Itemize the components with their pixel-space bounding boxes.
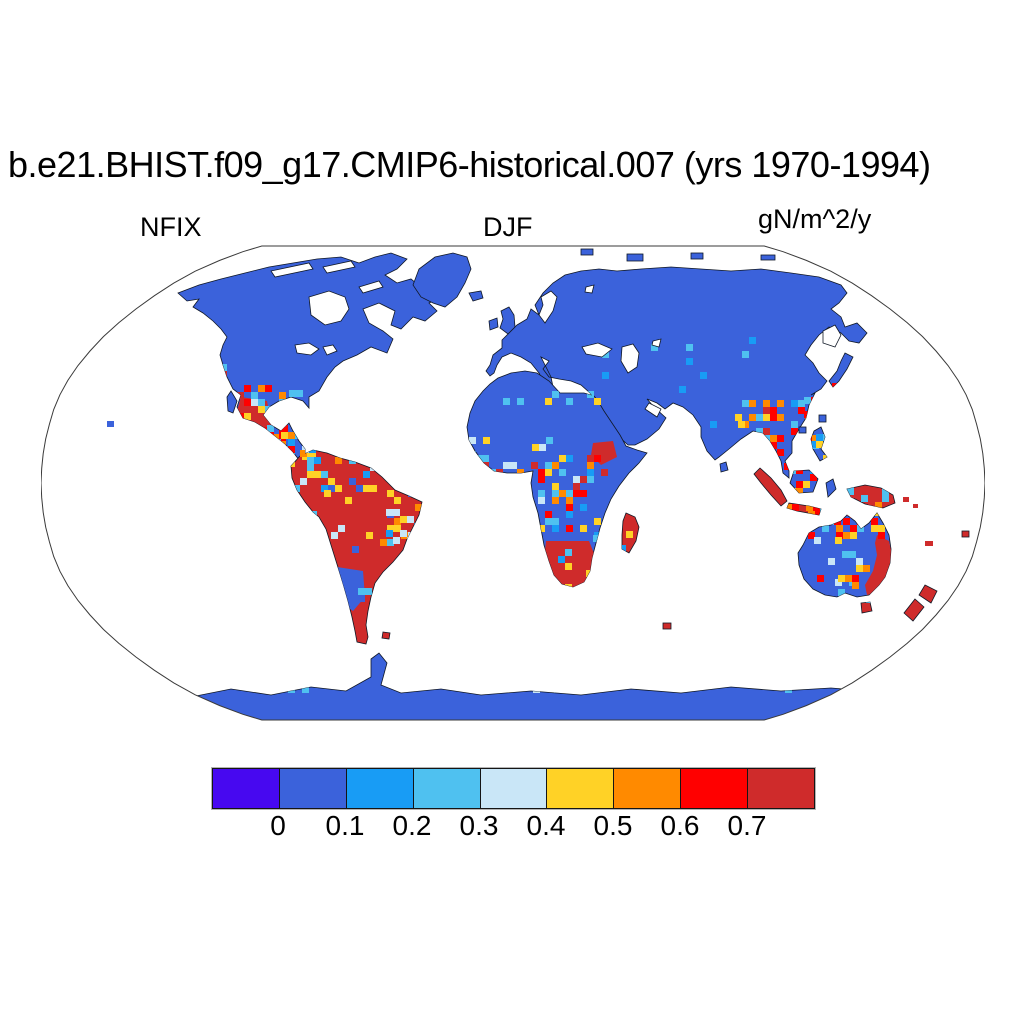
inland-water xyxy=(270,260,842,418)
variable-label: NFIX xyxy=(140,212,202,242)
land-high-values xyxy=(290,449,970,645)
colorbar-segment xyxy=(412,768,481,809)
land-low-values xyxy=(100,248,942,720)
colorbar-tick: 0.3 xyxy=(459,810,499,841)
colorbar-segment xyxy=(747,768,816,809)
colorbar-tick: 0.2 xyxy=(392,810,432,841)
world-map xyxy=(41,245,985,721)
colorbar-tick: 0.5 xyxy=(593,810,633,841)
colorbar-segment xyxy=(613,768,682,809)
colorbar-segment xyxy=(479,768,548,809)
colorbar-segment xyxy=(546,768,615,809)
colorbar-segment xyxy=(345,768,414,809)
colorbar-tick: 0.1 xyxy=(325,810,365,841)
colorbar-tick: 0 xyxy=(270,810,286,841)
colorbar-tick: 0.6 xyxy=(660,810,700,841)
colorbar-segment xyxy=(278,768,347,809)
colorbar xyxy=(211,767,816,810)
projection-outline xyxy=(41,245,985,721)
colorbar-segment xyxy=(680,768,749,809)
units-label: gN/m^2/y xyxy=(758,204,872,234)
colorbar-tick-labels: 0 0.1 0.2 0.3 0.4 0.5 0.6 0.7 xyxy=(211,810,814,844)
season-label: DJF xyxy=(483,212,533,242)
colorbar-tick: 0.4 xyxy=(526,810,566,841)
plot-title: b.e21.BHIST.f09_g17.CMIP6-historical.007… xyxy=(8,144,931,185)
colorbar-tick: 0.7 xyxy=(727,810,767,841)
colorbar-segment xyxy=(212,768,280,809)
